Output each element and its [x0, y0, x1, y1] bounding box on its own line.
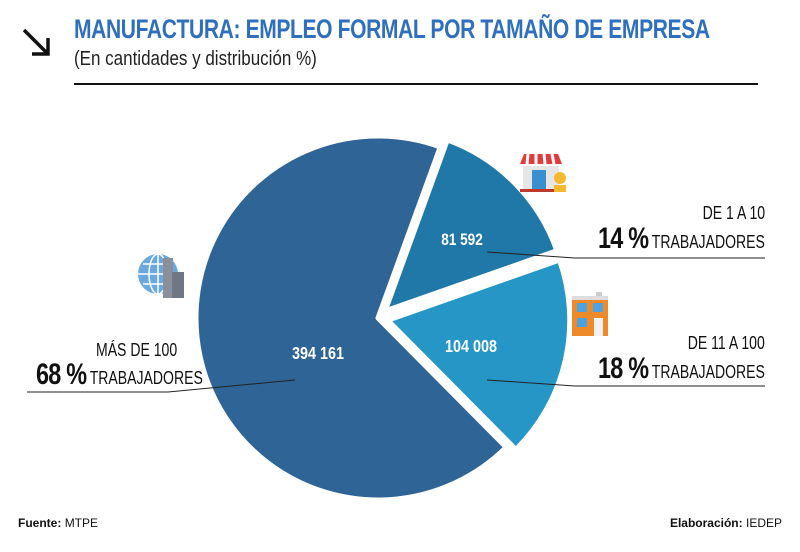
chart-subtitle: (En cantidades y distribución %)	[74, 48, 317, 70]
globe-city-icon	[138, 253, 184, 298]
slice-value-small: 81 592	[441, 231, 483, 250]
slice-percent-small: 14 %	[598, 222, 649, 255]
credit-note: Elaboración: IEDEP	[669, 516, 782, 530]
apartment-building-icon	[572, 292, 608, 336]
leader-line-small	[486, 251, 765, 259]
pie-slice-large	[193, 133, 509, 503]
label-small: 14 % TRABAJADORES	[598, 222, 765, 255]
label-large-range: MÁS DE 100	[96, 340, 178, 360]
slice-percent-medium: 18 %	[598, 352, 649, 385]
source-note: Fuente: MTPE	[18, 516, 99, 530]
pie-slice-small	[382, 137, 560, 314]
leader-line-large	[27, 379, 296, 393]
label-small-range: DE 1 A 10	[702, 203, 765, 223]
store-icon	[520, 153, 566, 192]
slice-value-medium: 104 008	[445, 337, 497, 357]
pie-slice-medium	[385, 257, 573, 452]
slice-value-large: 394 161	[292, 344, 344, 364]
chart-title: MANUFACTURA: EMPLEO FORMAL POR TAMAÑO DE…	[74, 14, 710, 44]
label-large: 68 % TRABAJADORES	[36, 358, 203, 391]
title-divider	[74, 83, 758, 85]
label-medium-range: DE 11 A 100	[687, 333, 765, 353]
slice-percent-large: 68 %	[36, 358, 87, 391]
arrow-down-right-icon	[22, 28, 50, 56]
label-medium: 18 % TRABAJADORES	[598, 352, 765, 385]
leader-line-medium	[486, 379, 765, 387]
